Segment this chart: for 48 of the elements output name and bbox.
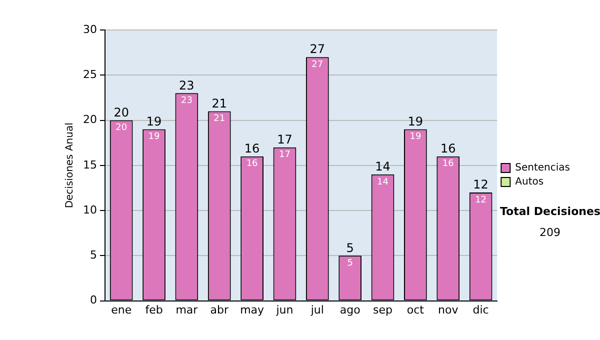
- text: Total Decisiones: [500, 205, 600, 218]
- data-label: 19: [410, 132, 422, 142]
- y-tick-label: 15: [82, 158, 97, 172]
- y-tick-label: 5: [90, 248, 97, 262]
- legend-label: Autos: [515, 176, 544, 188]
- text: 209: [538, 226, 562, 239]
- data-label: 20: [116, 123, 128, 134]
- x-tick-label: ene: [111, 303, 132, 316]
- y-axis-title: Decisiones Anual: [64, 122, 76, 208]
- data-label: 14: [377, 177, 389, 188]
- x-tick-label: ago: [340, 303, 361, 316]
- y-tick-label: 10: [82, 203, 97, 216]
- data-label: 5: [347, 258, 353, 269]
- total-label: 21: [212, 96, 228, 110]
- x-tick-label: jun: [275, 303, 294, 316]
- y-tick-label: 20: [82, 113, 97, 126]
- total-label: 14: [375, 160, 390, 174]
- total-label: 23: [179, 78, 194, 92]
- total-label: 16: [440, 142, 456, 156]
- data-label: 19: [148, 132, 160, 142]
- x-tick-label: abr: [210, 303, 229, 316]
- total-label: 5: [346, 240, 354, 255]
- x-tick-label: jul: [310, 303, 324, 316]
- total-label: 19: [146, 114, 162, 128]
- data-label: 17: [279, 150, 290, 160]
- y-tick-label: 0: [90, 294, 97, 307]
- x-tick-label: may: [240, 303, 265, 316]
- x-tick-label: oct: [406, 303, 425, 316]
- total-label: 12: [473, 178, 488, 192]
- total-label: 19: [408, 114, 424, 128]
- data-label: 21: [214, 114, 226, 124]
- y-tick-label: 25: [82, 68, 97, 81]
- total-label: 27: [310, 42, 326, 56]
- data-label: 16: [442, 159, 454, 170]
- x-tick-label: mar: [176, 303, 198, 316]
- x-tick-label: nov: [438, 303, 459, 316]
- y-tick-label: 30: [82, 22, 97, 36]
- data-label: 12: [475, 195, 487, 206]
- total-label: 16: [244, 142, 260, 156]
- total-label: 17: [277, 132, 292, 146]
- data-label: 16: [246, 159, 258, 170]
- x-tick-label: sep: [373, 303, 393, 316]
- data-label: 27: [312, 60, 324, 70]
- legend-label: Sentencias: [515, 162, 570, 174]
- total-label: 20: [114, 105, 129, 120]
- x-tick-label: dic: [472, 303, 489, 316]
- x-tick-label: feb: [145, 303, 163, 316]
- data-label: 23: [180, 96, 192, 106]
